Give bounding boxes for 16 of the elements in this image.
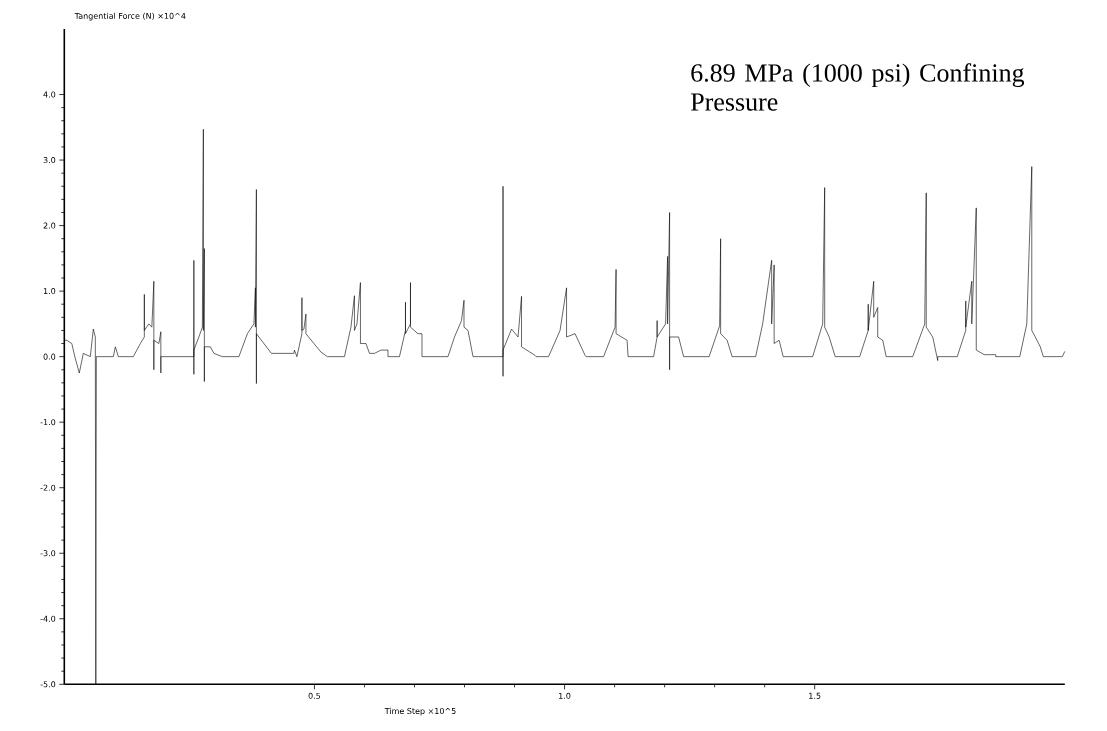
y-tick-label: -2.0 — [40, 484, 56, 491]
y-tick-label: 0.0 — [43, 353, 56, 360]
y-tick-label: -5.0 — [40, 681, 56, 688]
x-tick-label: 1.5 — [809, 692, 821, 699]
y-tick-label: 2.0 — [43, 222, 56, 229]
y-tick-label: 1.0 — [43, 288, 56, 295]
x-axis-title: Time Step ×10^5 — [384, 707, 456, 716]
y-tick-label: 4.0 — [43, 91, 56, 98]
annotation: 6.89 MPa (1000 psi) Confining Pressure — [690, 63, 1025, 111]
y-tick-label: 3.0 — [43, 157, 56, 164]
x-tick-label: 0.5 — [308, 692, 321, 699]
x-tick-label: 1.0 — [559, 692, 571, 699]
y-tick-label: -1.0 — [40, 419, 56, 426]
y-tick-label: -4.0 — [40, 615, 56, 622]
y-tick-label: -3.0 — [40, 550, 56, 557]
y-axis-title: Tangential Force (N) ×10^4 — [74, 12, 186, 21]
